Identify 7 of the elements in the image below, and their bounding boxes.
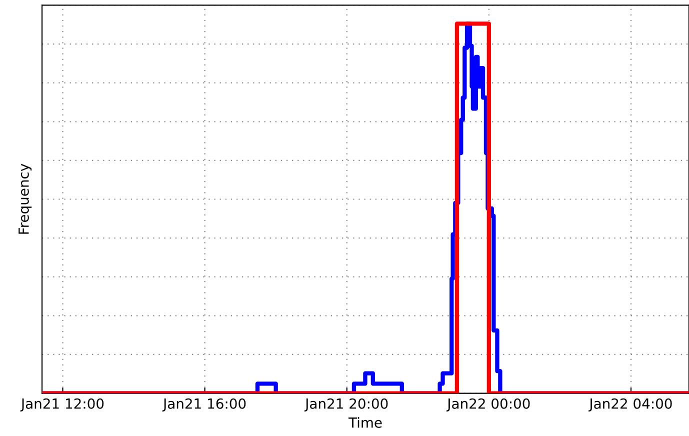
x-axis-title: Time xyxy=(348,417,382,428)
x-tick-label: Jan21 12:00 xyxy=(20,398,104,412)
x-tick-label: Jan21 20:00 xyxy=(304,398,388,412)
x-tick-label: Jan22 00:00 xyxy=(446,398,530,412)
x-tick-label: Jan22 04:00 xyxy=(588,398,672,412)
x-tick-label: Jan21 16:00 xyxy=(162,398,246,412)
y-axis-title: Frequency xyxy=(18,164,32,234)
